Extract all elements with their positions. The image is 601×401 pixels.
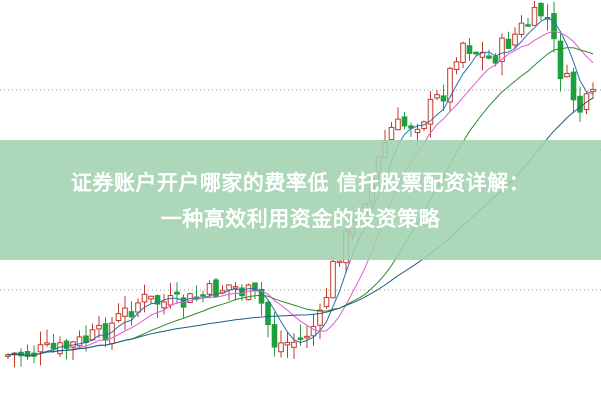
candle-up	[122, 307, 128, 317]
candle-up	[278, 342, 284, 353]
candle-up	[564, 72, 570, 78]
candle-up	[76, 336, 83, 347]
candle-down	[239, 287, 245, 297]
candle-up	[518, 22, 525, 35]
candle-down	[551, 13, 557, 40]
candle-down	[492, 56, 499, 64]
candle-up	[291, 341, 297, 348]
moving-average-10	[7, 30, 594, 356]
headline-line-2: 一种高效利用资金的投资策略	[160, 207, 441, 231]
candle-up	[96, 324, 102, 330]
candle-up	[317, 309, 323, 326]
candle-up	[115, 313, 122, 322]
candle-down	[258, 288, 265, 304]
candle-up	[447, 67, 453, 103]
candle-down	[577, 95, 583, 113]
candle-down	[486, 55, 492, 59]
candle-up	[44, 342, 50, 345]
candle-up	[453, 61, 460, 71]
candle-down	[538, 2, 544, 17]
moving-average-5	[7, 17, 594, 356]
candle-up	[206, 283, 213, 295]
candle-down	[271, 324, 278, 348]
candle-down	[525, 24, 531, 27]
candle-up	[323, 296, 330, 308]
candle-up	[512, 33, 518, 46]
candle-down	[557, 40, 564, 80]
candle-down	[128, 311, 135, 318]
candle-up	[304, 335, 310, 339]
headline-overlay-band	[0, 140, 601, 260]
candle-up	[135, 302, 141, 313]
candle-down	[473, 51, 479, 55]
candle-up	[37, 344, 44, 353]
candle-up	[167, 295, 174, 306]
candle-down	[102, 323, 109, 341]
candle-down	[63, 340, 70, 350]
candle-up	[590, 88, 596, 92]
candle-down	[24, 350, 31, 358]
candle-up	[531, 6, 538, 26]
candle-up	[232, 286, 239, 289]
candle-down	[297, 337, 304, 340]
candle-up	[148, 295, 154, 300]
candle-down	[50, 342, 57, 350]
candle-up	[427, 98, 434, 125]
candle-down	[200, 294, 206, 297]
candle-down	[401, 116, 408, 127]
candle-down	[466, 45, 473, 55]
headline-line-1: 证券账户开户哪家的费率低 信托股票配资详解：	[70, 171, 531, 195]
candle-up	[226, 284, 232, 291]
candle-down	[265, 301, 271, 326]
candle-up	[161, 301, 167, 309]
candle-down	[154, 295, 161, 305]
candle-up	[284, 341, 291, 346]
candle-up	[336, 260, 343, 264]
candle-up	[395, 118, 401, 131]
candle-up	[460, 42, 466, 63]
candle-up	[414, 128, 421, 134]
candle-up	[310, 326, 317, 337]
candle-down	[505, 38, 512, 49]
candle-up	[388, 126, 395, 141]
candle-up	[499, 37, 505, 63]
candle-down	[174, 291, 180, 295]
candle-down	[570, 71, 577, 101]
candle-up	[330, 260, 336, 299]
candle-up	[141, 293, 148, 303]
candle-up	[434, 94, 440, 99]
candle-down	[440, 95, 447, 102]
